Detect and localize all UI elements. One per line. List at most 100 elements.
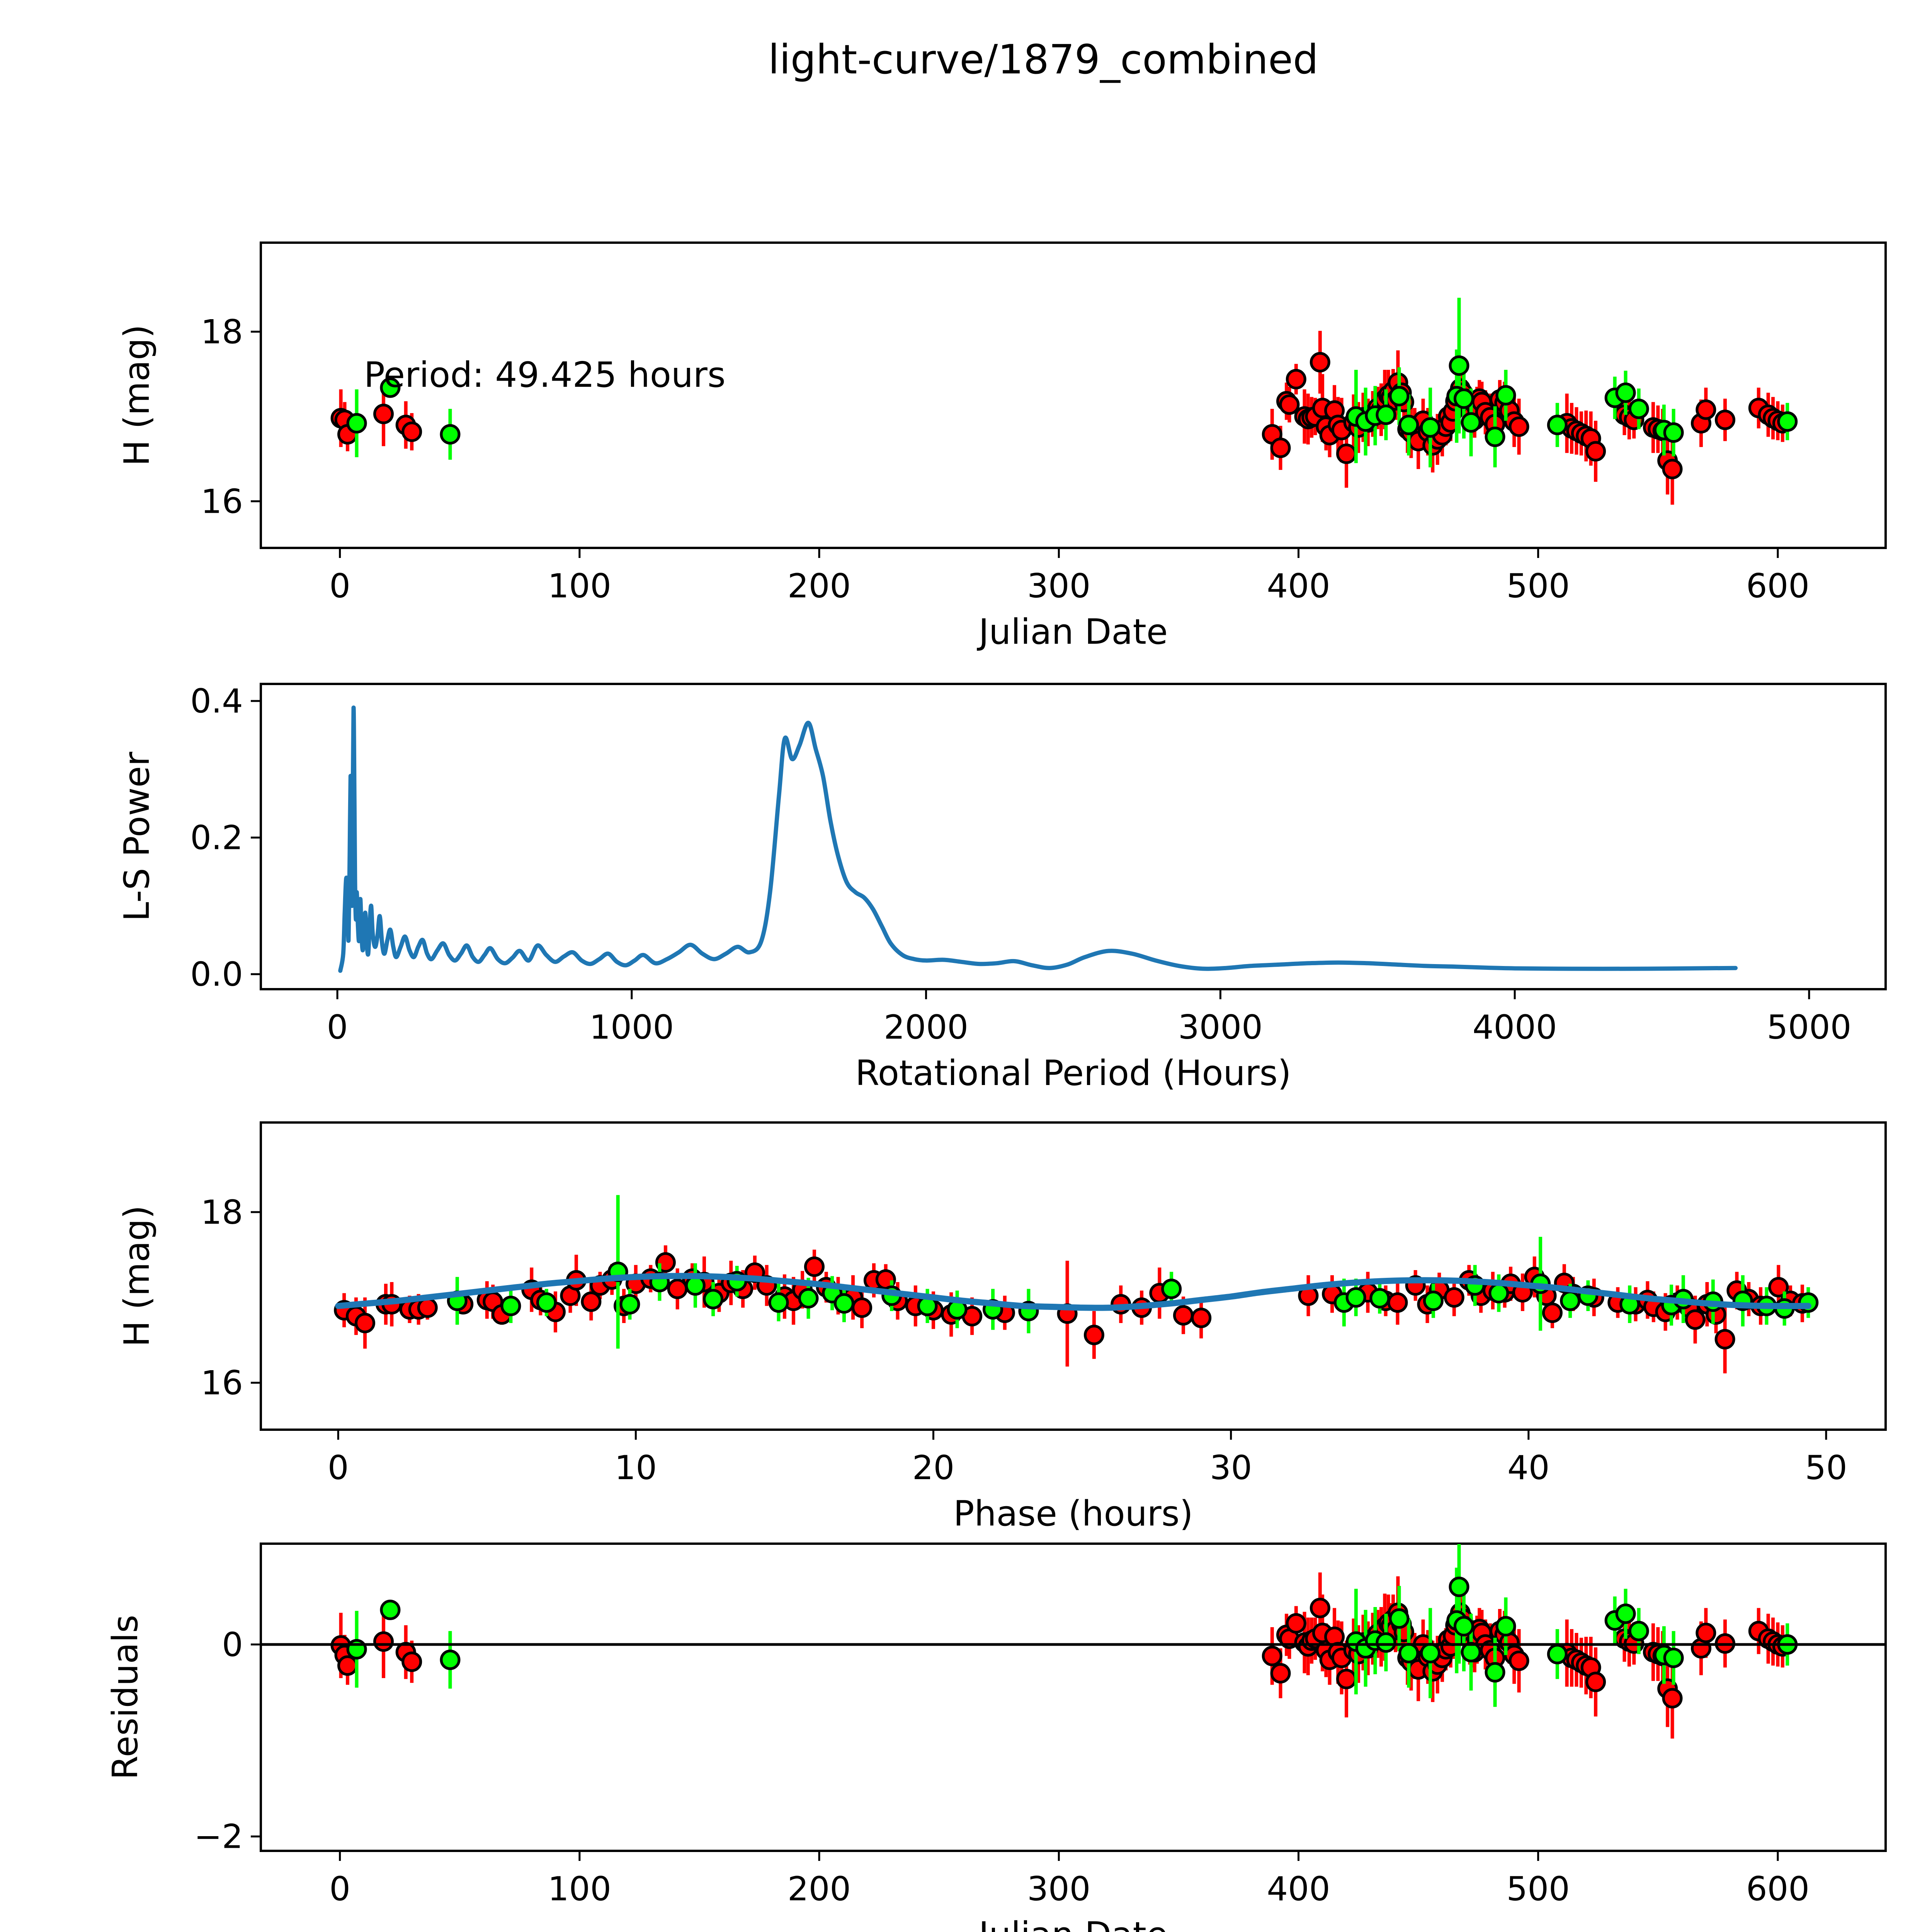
residuals-data-point bbox=[380, 1599, 401, 1620]
light-curve-data-point bbox=[1615, 382, 1636, 403]
phase-folded-data-point bbox=[768, 1292, 789, 1313]
periodogram-y-tick-label: 0.4 bbox=[190, 682, 243, 721]
residuals-data-point bbox=[1336, 1668, 1357, 1689]
light-curve-data-point bbox=[1662, 459, 1683, 480]
light-curve-data-point bbox=[401, 421, 422, 442]
light-curve-data-point bbox=[1449, 355, 1469, 376]
panel-residuals: 0 100 200 300 400 500 600 Julian Date 0 −2 Residua… bbox=[105, 1543, 1887, 1932]
phase-folded-data-point bbox=[804, 1256, 825, 1277]
residuals-data-point bbox=[1547, 1644, 1568, 1665]
page-title: light-curve/1879_combined bbox=[768, 36, 1318, 83]
light-curve-y-axis-label: H (mag) bbox=[117, 325, 157, 466]
phase-folded-x-tick-label: 50 bbox=[1805, 1449, 1847, 1487]
light-curve-data-point bbox=[1286, 369, 1306, 389]
residuals-data-point bbox=[346, 1639, 367, 1660]
axes-frame bbox=[260, 683, 1887, 990]
residuals-data-point bbox=[1376, 1632, 1396, 1653]
panel-phase-folded: 0 10 20 30 40 50 Phase (hours) 16 18 H (mag) bbox=[117, 1121, 1887, 1534]
residuals-data-point bbox=[1461, 1642, 1481, 1663]
residuals-data-point bbox=[1398, 1643, 1419, 1663]
phase-folded-x-tick-label: 30 bbox=[1210, 1449, 1252, 1487]
residuals-x-tick-label: 600 bbox=[1746, 1870, 1810, 1908]
light-curve-x-tick-label: 500 bbox=[1507, 567, 1570, 605]
light-curve-x-tick-label: 0 bbox=[329, 567, 350, 605]
periodogram-x-tick-label: 0 bbox=[327, 1008, 348, 1047]
residuals-series-green-band bbox=[346, 1544, 1798, 1707]
phase-folded-x-axis-label: Phase (hours) bbox=[953, 1493, 1193, 1534]
residuals-data-point bbox=[1420, 1643, 1441, 1663]
periodogram-x-tick-label: 4000 bbox=[1473, 1008, 1557, 1047]
periodogram-y-tick-label: 0.0 bbox=[190, 955, 243, 994]
light-curve-data-point bbox=[1398, 415, 1419, 435]
phase-folded-data-point bbox=[1161, 1279, 1182, 1299]
light-curve-data-point bbox=[1777, 411, 1798, 432]
phase-folded-x-tick-label: 0 bbox=[328, 1449, 349, 1487]
light-curve-data-point bbox=[1485, 427, 1505, 447]
residuals-y-tick-label: 0 bbox=[222, 1626, 243, 1664]
residuals-data-point bbox=[1262, 1646, 1282, 1667]
light-curve-x-tick-label: 600 bbox=[1746, 567, 1810, 605]
light-curve-data-point bbox=[1547, 415, 1568, 435]
phase-folded-data-point bbox=[703, 1289, 724, 1310]
light-curve-data-point bbox=[1420, 417, 1441, 438]
light-curve-data-point bbox=[373, 403, 394, 424]
phase-folded-data-point bbox=[1191, 1308, 1212, 1328]
phase-folded-x-tick-label: 40 bbox=[1507, 1449, 1549, 1487]
phase-folded-data-point bbox=[1387, 1292, 1408, 1313]
panel-light-curve: 0 100 200 300 400 500 600 Julian Date 16 18 H (mag… bbox=[117, 242, 1887, 652]
residuals-data-point bbox=[440, 1650, 461, 1670]
light-curve-x-tick-label: 100 bbox=[548, 567, 611, 605]
periodogram-x-tick-label: 3000 bbox=[1178, 1008, 1263, 1047]
residuals-x-tick-label: 100 bbox=[548, 1870, 611, 1908]
residuals-data-point bbox=[1662, 1688, 1683, 1709]
light-curve-data-point bbox=[1509, 416, 1529, 437]
phase-folded-y-tick-label: 16 bbox=[201, 1364, 243, 1403]
light-curve-data-point bbox=[1663, 422, 1684, 443]
phase-folded-data-point bbox=[581, 1291, 602, 1312]
periodogram-x-axis-label: Rotational Period (Hours) bbox=[855, 1053, 1291, 1094]
residuals-y-axis-label: Residuals bbox=[105, 1615, 146, 1780]
phase-folded-y-tick-label: 18 bbox=[201, 1193, 243, 1232]
axes-frame bbox=[260, 1543, 1887, 1852]
phase-folded-data-point bbox=[1488, 1283, 1509, 1304]
residuals-x-tick-label: 400 bbox=[1267, 1870, 1330, 1908]
residuals-data-point bbox=[1495, 1616, 1516, 1637]
light-curve-data-point bbox=[346, 413, 367, 434]
residuals-data-point bbox=[373, 1631, 394, 1652]
phase-folded-data-point bbox=[1423, 1291, 1444, 1311]
phase-folded-data-point bbox=[1369, 1288, 1390, 1309]
axes-frame bbox=[260, 1121, 1887, 1431]
residuals-data-point bbox=[1585, 1672, 1606, 1692]
residuals-data-point bbox=[1286, 1613, 1306, 1634]
phase-folded-data-point bbox=[619, 1294, 640, 1315]
light-curve-data-point bbox=[380, 377, 401, 398]
light-curve-data-point bbox=[1389, 386, 1410, 406]
residuals-data-point bbox=[1509, 1650, 1529, 1671]
residuals-data-point bbox=[337, 1655, 358, 1676]
panel-periodogram: 0 1000 2000 3000 4000 5000 Rotational Period (… bbox=[117, 682, 1887, 1094]
phase-folded-data-point bbox=[1714, 1329, 1735, 1350]
residuals-data-point bbox=[1310, 1597, 1330, 1618]
phase-folded-data-point bbox=[1444, 1287, 1464, 1308]
fit-curve bbox=[335, 1273, 1811, 1311]
residuals-data-point bbox=[1453, 1616, 1474, 1637]
residuals-data-point bbox=[1389, 1608, 1410, 1629]
light-curve-data-point bbox=[440, 424, 461, 445]
light-curve-data-point bbox=[1495, 385, 1516, 406]
light-curve-data-point bbox=[1585, 441, 1606, 462]
light-curve-y-tick-label: 18 bbox=[201, 313, 243, 351]
residuals-data-point bbox=[1696, 1622, 1716, 1643]
periodogram-x-tick-label: 1000 bbox=[589, 1008, 674, 1047]
residuals-data-point bbox=[1615, 1603, 1636, 1624]
phase-folded-data-point bbox=[536, 1292, 557, 1313]
phase-folded-data-point bbox=[500, 1296, 521, 1316]
residuals-y-tick-label: −2 bbox=[194, 1818, 243, 1856]
light-curve-data-point bbox=[1714, 410, 1735, 430]
phase-folded-data-point bbox=[1173, 1305, 1194, 1326]
light-curve-x-axis-label: Julian Date bbox=[977, 612, 1168, 652]
phase-folded-data-point bbox=[1542, 1302, 1563, 1323]
phase-folded-data-point bbox=[355, 1313, 376, 1333]
